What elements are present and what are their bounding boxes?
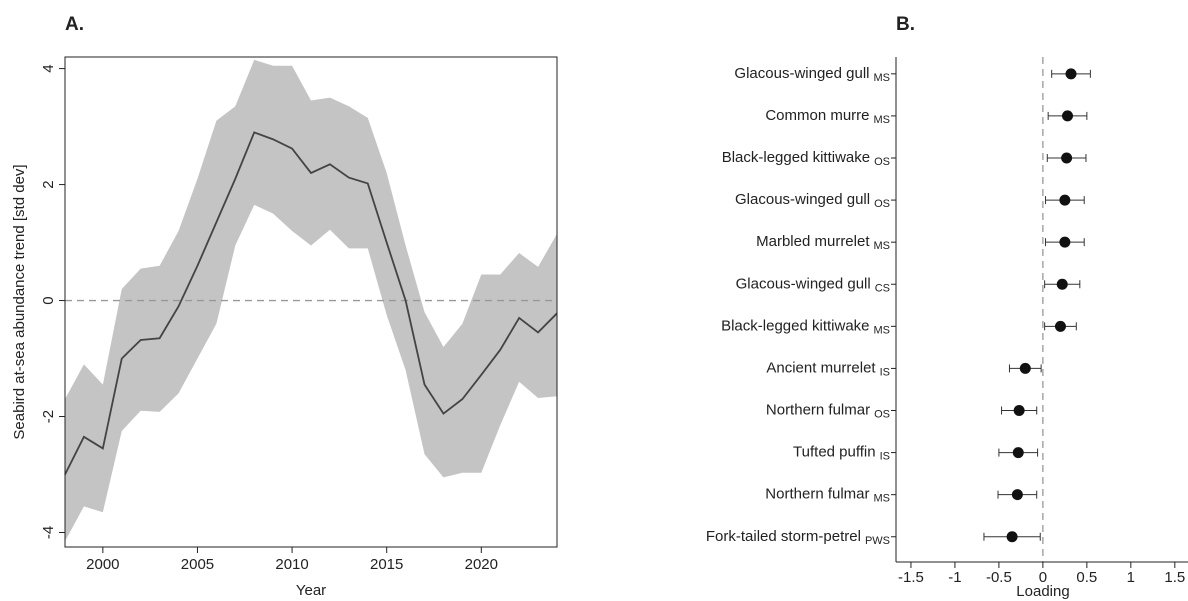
y-tick-label: -2 bbox=[40, 410, 57, 423]
x-axis-label: Year bbox=[296, 582, 326, 599]
category-name: Black-legged kittiwake bbox=[722, 149, 870, 166]
point bbox=[1011, 489, 1023, 501]
category-name: Glacous-winged gull bbox=[735, 191, 870, 208]
category-subscript: MS bbox=[874, 114, 891, 126]
y-tick-label: 2 bbox=[40, 180, 57, 188]
category-name: Glacous-winged gull bbox=[734, 65, 869, 82]
y-tick-label: -4 bbox=[40, 526, 57, 539]
category-subscript: IS bbox=[880, 450, 890, 462]
category-name: Tufted puffin bbox=[793, 444, 876, 461]
y-axis-label: Seabird at-sea abundance trend [std dev] bbox=[11, 164, 28, 439]
category-name: Common murre bbox=[765, 107, 869, 124]
trend-line bbox=[64, 131, 558, 475]
category-name: Northern fulmar bbox=[766, 401, 870, 418]
category-label: Tufted puffin IS bbox=[793, 444, 890, 463]
category-name: Fork-tailed storm-petrel bbox=[706, 528, 861, 545]
category-subscript: PWS bbox=[865, 535, 890, 547]
category-label: Black-legged kittiwake OS bbox=[722, 149, 890, 168]
point bbox=[1019, 362, 1031, 374]
category-label: Northern fulmar OS bbox=[766, 401, 890, 420]
point bbox=[1062, 110, 1074, 122]
chart-title: A. bbox=[65, 14, 84, 35]
category-label: Common murre MS bbox=[765, 107, 890, 126]
x-tick-label: 1.5 bbox=[1164, 569, 1185, 586]
category-subscript: CS bbox=[875, 282, 890, 294]
category-subscript: MS bbox=[874, 240, 891, 252]
category-subscript: OS bbox=[874, 198, 890, 210]
category-name: Marbled murrelet bbox=[756, 233, 870, 250]
category-label: Black-legged kittiwake MS bbox=[721, 317, 890, 336]
category-name: Ancient murrelet bbox=[766, 359, 876, 376]
x-tick-label: -0.5 bbox=[986, 569, 1012, 586]
point bbox=[1006, 531, 1018, 543]
point bbox=[1013, 405, 1025, 416]
point bbox=[1059, 194, 1071, 206]
x-tick-label: 1 bbox=[1127, 569, 1135, 586]
category-name: Northern fulmar bbox=[765, 486, 869, 503]
category-label: Northern fulmar MS bbox=[765, 486, 890, 505]
point bbox=[1065, 68, 1077, 80]
x-tick-label: -1.5 bbox=[898, 569, 924, 586]
x-tick-label: 0 bbox=[1039, 569, 1047, 586]
category-name: Black-legged kittiwake bbox=[721, 317, 869, 334]
point bbox=[1012, 447, 1024, 459]
x-axis-label: Loading bbox=[1016, 583, 1069, 600]
category-label: Ancient murrelet IS bbox=[766, 359, 890, 378]
point bbox=[1054, 320, 1066, 332]
category-label: Glacous-winged gull CS bbox=[736, 275, 890, 294]
x-tick-label: 2010 bbox=[275, 556, 308, 573]
category-subscript: OS bbox=[874, 408, 890, 420]
point bbox=[1061, 152, 1073, 164]
point bbox=[1056, 278, 1068, 290]
category-subscript: MS bbox=[874, 324, 891, 336]
point bbox=[1059, 236, 1071, 248]
x-tick-label: 0.5 bbox=[1076, 569, 1097, 586]
category-label: Glacous-winged gull MS bbox=[734, 65, 890, 84]
x-tick-label: 2000 bbox=[86, 556, 119, 573]
x-tick-label: 2015 bbox=[370, 556, 403, 573]
x-tick-label: 2005 bbox=[181, 556, 214, 573]
category-subscript: MS bbox=[874, 72, 891, 84]
category-subscript: OS bbox=[874, 156, 890, 168]
chart-title: B. bbox=[896, 14, 915, 35]
x-tick-label: 2020 bbox=[465, 556, 498, 573]
category-label: Fork-tailed storm-petrel PWS bbox=[706, 528, 890, 547]
plot-frame bbox=[64, 56, 558, 548]
x-tick-label: -1 bbox=[948, 569, 961, 586]
category-label: Glacous-winged gull OS bbox=[735, 191, 890, 210]
y-tick-label: 4 bbox=[40, 64, 57, 72]
y-tick-label: 0 bbox=[40, 296, 57, 304]
category-subscript: IS bbox=[880, 366, 890, 378]
category-name: Glacous-winged gull bbox=[736, 275, 871, 292]
confidence-band bbox=[65, 59, 557, 542]
category-subscript: MS bbox=[874, 493, 891, 505]
category-label: Marbled murrelet MS bbox=[756, 233, 890, 252]
